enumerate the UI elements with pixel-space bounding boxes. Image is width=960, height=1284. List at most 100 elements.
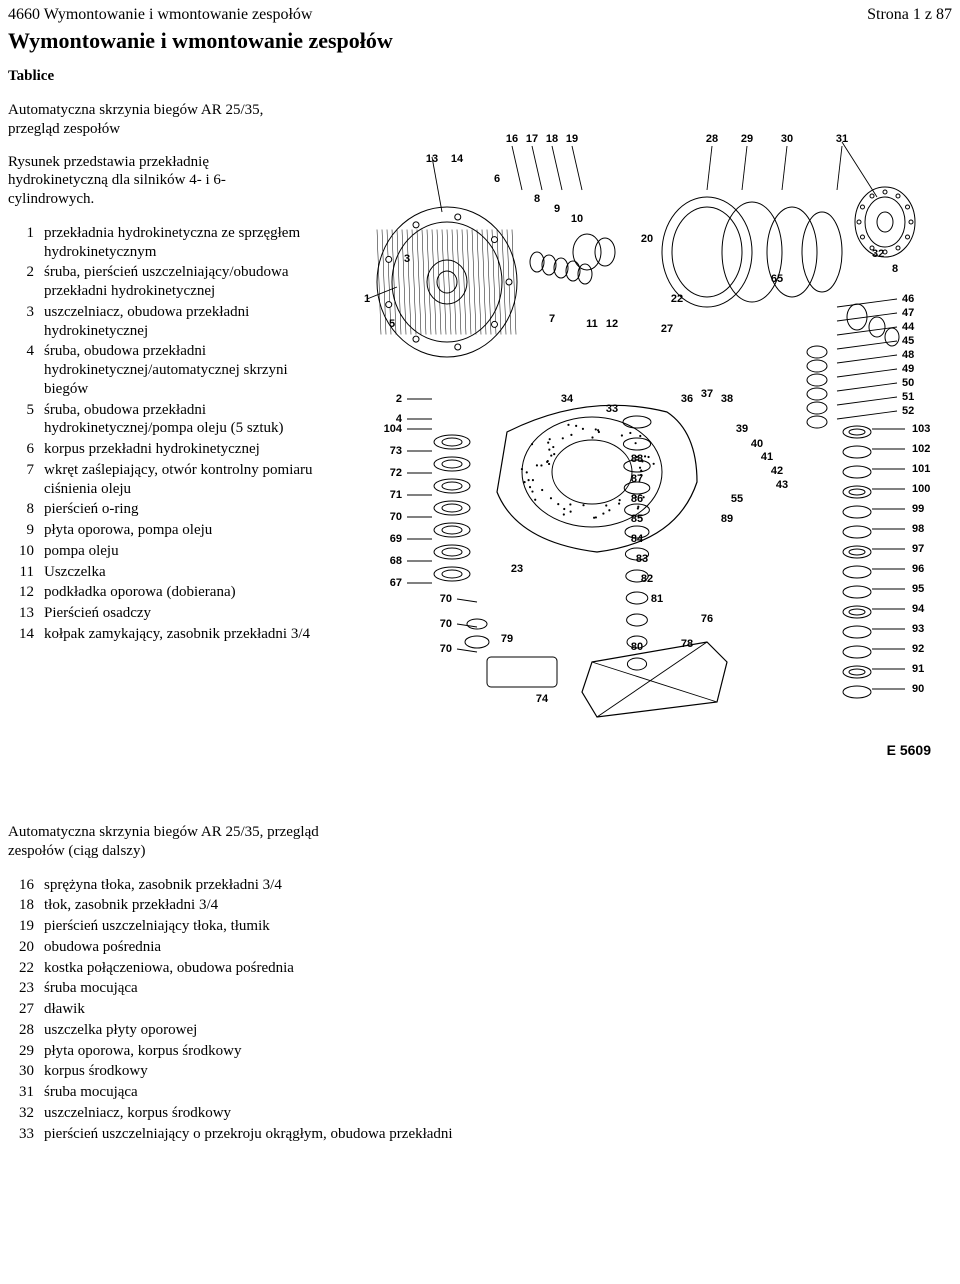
svg-text:67: 67 (390, 577, 402, 589)
svg-text:85: 85 (631, 513, 643, 525)
svg-text:68: 68 (390, 555, 402, 567)
table-row: 1przekładnia hydrokinetyczna ze sprzęgłe… (8, 223, 318, 263)
svg-text:22: 22 (671, 293, 683, 305)
svg-text:83: 83 (636, 553, 648, 565)
svg-text:92: 92 (912, 643, 924, 655)
part-number: 30 (8, 1061, 44, 1082)
table-row: 4śruba, obudowa przekładni hydrokinetycz… (8, 341, 318, 399)
svg-text:45: 45 (902, 335, 914, 347)
svg-text:76: 76 (701, 613, 713, 625)
svg-text:8: 8 (892, 263, 898, 275)
svg-text:103: 103 (912, 423, 930, 435)
page-title: Wymontowanie i wmontowanie zespołów (8, 28, 952, 54)
diagram-code: E 5609 (887, 742, 931, 758)
part-desc: dławik (44, 999, 453, 1020)
part-number: 11 (8, 562, 44, 583)
part-number: 27 (8, 999, 44, 1020)
part-desc: śruba, pierścień uszczelniający/obudowa … (44, 262, 318, 302)
part-number: 18 (8, 895, 44, 916)
svg-text:81: 81 (651, 593, 663, 605)
part-desc: płyta oporowa, pompa oleju (44, 520, 318, 541)
svg-text:20: 20 (641, 233, 653, 245)
part-desc: uszczelniacz, korpus środkowy (44, 1103, 453, 1124)
part-desc: śruba mocująca (44, 978, 453, 999)
svg-text:11: 11 (586, 318, 598, 330)
svg-text:50: 50 (902, 377, 914, 389)
part-number: 10 (8, 541, 44, 562)
svg-text:28: 28 (706, 133, 718, 145)
svg-text:49: 49 (902, 363, 914, 375)
table-row: 33pierścień uszczelniający o przekroju o… (8, 1124, 453, 1145)
part-desc: tłok, zasobnik przekładni 3/4 (44, 895, 453, 916)
svg-text:2: 2 (396, 393, 402, 405)
svg-text:16: 16 (506, 133, 518, 145)
part-desc: uszczelniacz, obudowa przekładni hydroki… (44, 302, 318, 342)
table-row: 28uszczelka płyty oporowej (8, 1020, 453, 1041)
svg-text:101: 101 (912, 463, 930, 475)
table-row: 20obudowa pośrednia (8, 937, 453, 958)
svg-text:86: 86 (631, 493, 643, 505)
part-number: 20 (8, 937, 44, 958)
svg-text:9: 9 (554, 203, 560, 215)
table-row: 32uszczelniacz, korpus środkowy (8, 1103, 453, 1124)
table-row: 5śruba, obudowa przekładni hydrokinetycz… (8, 400, 318, 440)
svg-text:95: 95 (912, 583, 924, 595)
svg-text:74: 74 (536, 693, 549, 705)
svg-text:3: 3 (404, 253, 410, 265)
svg-text:94: 94 (912, 603, 925, 615)
svg-text:40: 40 (751, 438, 763, 450)
part-desc: Pierścień osadczy (44, 603, 318, 624)
svg-text:7: 7 (549, 313, 555, 325)
part-number: 5 (8, 400, 44, 440)
svg-text:47: 47 (902, 307, 914, 319)
svg-text:30: 30 (781, 133, 793, 145)
svg-text:17: 17 (526, 133, 538, 145)
svg-text:46: 46 (902, 293, 914, 305)
part-number: 7 (8, 460, 44, 500)
svg-text:88: 88 (631, 453, 643, 465)
svg-text:18: 18 (546, 133, 558, 145)
svg-text:73: 73 (390, 445, 402, 457)
header-left: 4660 Wymontowanie i wmontowanie zespołów (8, 6, 312, 24)
svg-text:96: 96 (912, 563, 924, 575)
svg-text:70: 70 (390, 511, 402, 523)
part-desc: Uszczelka (44, 562, 318, 583)
svg-text:32: 32 (872, 248, 884, 260)
part-desc: śruba mocująca (44, 1082, 453, 1103)
part-number: 22 (8, 958, 44, 979)
svg-text:51: 51 (902, 391, 914, 403)
table-row: 7wkręt zaślepiający, otwór kontrolny pom… (8, 460, 318, 500)
part-number: 8 (8, 499, 44, 520)
svg-text:10: 10 (571, 213, 583, 225)
part-desc: uszczelka płyty oporowej (44, 1020, 453, 1041)
table-row: 16sprężyna tłoka, zasobnik przekładni 3/… (8, 875, 453, 896)
part-desc: płyta oporowa, korpus środkowy (44, 1041, 453, 1062)
part-number: 28 (8, 1020, 44, 1041)
table-row: 19pierścień uszczelniający tłoka, tłumik (8, 916, 453, 937)
svg-text:90: 90 (912, 683, 924, 695)
part-number: 6 (8, 439, 44, 460)
svg-text:6: 6 (494, 173, 500, 185)
parts-table-2: 16sprężyna tłoka, zasobnik przekładni 3/… (8, 875, 453, 1145)
svg-text:27: 27 (661, 323, 673, 335)
svg-text:70: 70 (440, 618, 452, 630)
table-row: 14kołpak zamykający, zasobnik przekładni… (8, 624, 318, 645)
part-desc: obudowa pośrednia (44, 937, 453, 958)
table-row: 30korpus środkowy (8, 1061, 453, 1082)
svg-text:31: 31 (836, 133, 848, 145)
svg-text:38: 38 (721, 393, 733, 405)
part-desc: śruba, obudowa przekładni hydrokinetyczn… (44, 341, 318, 399)
part-desc: korpus środkowy (44, 1061, 453, 1082)
part-number: 1 (8, 223, 44, 263)
svg-text:48: 48 (902, 349, 914, 361)
svg-text:29: 29 (741, 133, 753, 145)
section-label: Tablice (8, 68, 952, 85)
svg-text:70: 70 (440, 643, 452, 655)
part-desc: korpus przekładni hydrokinetycznej (44, 439, 318, 460)
svg-text:84: 84 (631, 533, 644, 545)
svg-text:43: 43 (776, 479, 788, 491)
svg-text:41: 41 (761, 451, 773, 463)
part-number: 2 (8, 262, 44, 302)
svg-text:100: 100 (912, 483, 930, 495)
part-desc: śruba, obudowa przekładni hydrokinetyczn… (44, 400, 318, 440)
